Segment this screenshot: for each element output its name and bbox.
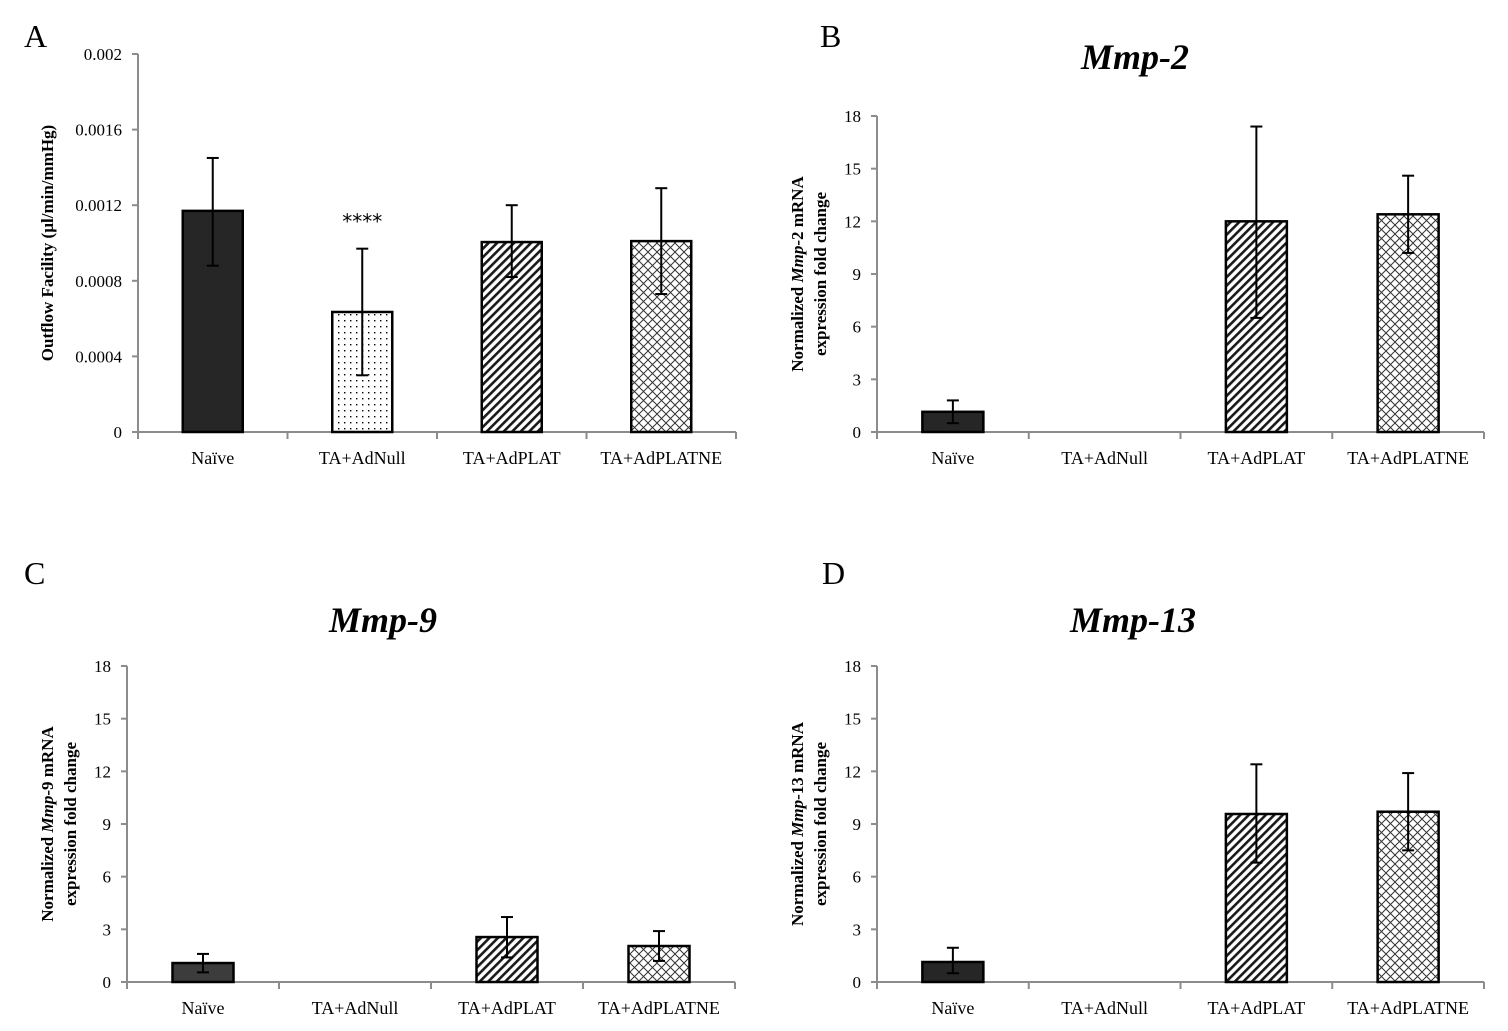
y-axis-label-b: Normalized Mmp-2 mRNA expression fold ch…	[788, 176, 830, 372]
bar	[181, 209, 244, 434]
y-tick-label: 15	[94, 710, 111, 729]
x-tick-label: TA+AdPLAT	[458, 998, 556, 1018]
y-axis-label-b-line2: expression fold change	[811, 192, 830, 356]
y-tick-label: 9	[853, 265, 862, 284]
panel-letter-d: D	[822, 555, 845, 591]
y-tick-label: 9	[103, 815, 112, 834]
y-tick-label: 15	[844, 710, 861, 729]
svg-text:Normalized Mmp-2 mRNA: Normalized Mmp-2 mRNA	[788, 176, 807, 372]
y-tick-label: 3	[103, 920, 112, 939]
y-tick-label: 0.0012	[75, 196, 122, 215]
plot-area-c: 0 3 6 9 12 15 18 Naïve TA+AdNull TA+AdPLAT TA+AdPL…	[94, 657, 736, 1018]
y-axis-label-d-part1: Normalized	[788, 837, 807, 926]
y-tick-label: 0	[853, 973, 862, 992]
panel-letter-a: A	[24, 18, 47, 54]
panel-letter-b: B	[820, 18, 841, 54]
y-axis-label-a: Outflow Facility (µl/min/mmHg)	[38, 125, 57, 361]
y-axis-label-b-part3: -2 mRNA	[788, 176, 807, 246]
y-tick-label: 6	[853, 868, 862, 887]
x-tick-label: TA+AdPLATNE	[1347, 998, 1469, 1018]
x-tick-label: Naïve	[191, 448, 234, 468]
y-axis-label-c: Normalized Mmp-9 mRNA expression fold ch…	[38, 726, 80, 922]
x-tick-label: TA+AdNull	[312, 998, 399, 1018]
x-tick-label: Naïve	[931, 448, 974, 468]
y-axis-label-b-gene: Mmp	[788, 246, 807, 284]
y-tick-label: 0.0016	[75, 121, 122, 140]
y-axis-label-d-gene: Mmp	[788, 800, 807, 838]
y-tick-label: 0.0008	[75, 272, 122, 291]
x-tick-label: Naïve	[182, 998, 225, 1018]
y-tick-label: 12	[844, 212, 861, 231]
y-axis-label-d: Normalized Mmp-13 mRNA expression fold c…	[788, 721, 830, 926]
y-axis-label-c-part3: -9 mRNA	[38, 726, 57, 796]
y-tick-label: 0	[853, 423, 862, 442]
y-tick-label: 18	[844, 657, 861, 676]
y-tick-label: 6	[853, 318, 862, 337]
chart-title-d: Mmp-13	[1069, 600, 1196, 640]
svg-text:Normalized Mmp-13 mRNA: Normalized Mmp-13 mRNA	[788, 721, 807, 926]
y-tick-label: 18	[844, 107, 861, 126]
y-axis-label-b-part1: Normalized	[788, 283, 807, 372]
plot-area-a: 0 0.0004 0.0008 0.0012 0.0016 0.002 Naïve TA+Ad…	[75, 45, 737, 468]
y-axis-label-d-part3: -13 mRNA	[788, 721, 807, 800]
x-tick-label: TA+AdPLAT	[463, 448, 561, 468]
y-axis-label-c-line2: expression fold change	[61, 742, 80, 906]
y-tick-label: 0.002	[84, 45, 122, 64]
y-tick-label: 15	[844, 160, 861, 179]
plot-area-b: 0 3 6 9 12 15 18 Naïve TA+AdNull TA+AdPLAT TA+AdPL…	[844, 107, 1485, 468]
svg-text:Normalized Mmp-9 mRNA: Normalized Mmp-9 mRNA	[38, 726, 57, 922]
y-tick-label: 3	[853, 370, 862, 389]
x-tick-label: TA+AdPLATNE	[598, 998, 720, 1018]
y-tick-label: 18	[94, 657, 111, 676]
y-axis-label-c-part1: Normalized	[38, 833, 57, 922]
significance-annotation: ****	[342, 210, 382, 234]
y-tick-label: 0	[103, 973, 112, 992]
panel-letter-c: C	[24, 555, 45, 591]
y-tick-label: 0	[114, 423, 123, 442]
y-tick-label: 3	[853, 920, 862, 939]
x-tick-label: TA+AdNull	[1061, 998, 1148, 1018]
x-tick-label: Naïve	[931, 998, 974, 1018]
y-tick-label: 6	[103, 868, 112, 887]
chart-title-b: Mmp-2	[1080, 37, 1189, 77]
y-tick-label: 9	[853, 815, 862, 834]
x-tick-label: TA+AdPLAT	[1208, 998, 1306, 1018]
x-tick-label: TA+AdNull	[319, 448, 406, 468]
y-axis-label-d-line2: expression fold change	[811, 742, 830, 906]
y-tick-label: 12	[94, 762, 111, 781]
x-tick-label: TA+AdPLAT	[1208, 448, 1306, 468]
plot-area-d: 0 3 6 9 12 15 18 Naïve TA+AdNull TA+AdPLAT TA+AdPL…	[844, 657, 1485, 1018]
y-tick-label: 0.0004	[75, 347, 122, 366]
x-tick-label: TA+AdPLATNE	[1347, 448, 1469, 468]
y-tick-label: 12	[844, 762, 861, 781]
x-tick-label: TA+AdPLATNE	[600, 448, 722, 468]
y-axis-label-c-gene: Mmp	[38, 796, 57, 834]
chart-title-c: Mmp-9	[328, 600, 437, 640]
x-tick-label: TA+AdNull	[1061, 448, 1148, 468]
